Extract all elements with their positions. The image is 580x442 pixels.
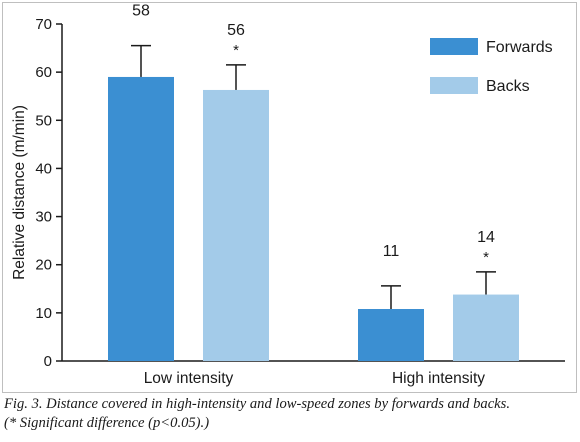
bar-chart: 0 10 20 30 40 50 60 70 Relative distance (m/min)… [11,3,565,387]
y-tick-label: 0 [44,353,52,370]
x-tick-label: High intensity [392,370,485,387]
significance-marker: * [233,42,239,59]
data-label: 11 [383,243,400,260]
y-tick-label: 40 [35,160,52,177]
y-tick-label: 20 [35,257,52,274]
y-tick-label: 60 [35,64,52,81]
bar [358,309,424,361]
data-label: 14 [477,229,495,246]
caption-line-2: (* Significant difference (p<0.05).) [4,415,210,431]
caption-line-1: Fig. 3. Distance covered in high-intensi… [4,396,510,412]
legend-swatch [430,38,478,55]
legend-swatch [430,77,478,94]
x-tick-label: Low intensity [144,370,234,387]
legend-label: Forwards [486,39,553,56]
legend-label: Backs [486,78,530,95]
data-label: 56 [227,22,245,39]
figure-caption: Fig. 3. Distance covered in high-intensi… [4,395,578,433]
y-tick-label: 50 [35,112,52,129]
y-tick-label: 70 [35,16,52,33]
bar [108,76,174,361]
y-axis-label: Relative distance (m/min) [11,105,28,280]
bar [453,294,519,361]
bar [203,89,269,361]
y-tick-label: 30 [35,209,52,226]
data-label: 58 [132,3,150,20]
significance-marker: * [483,249,489,266]
y-tick-label: 10 [35,305,52,322]
